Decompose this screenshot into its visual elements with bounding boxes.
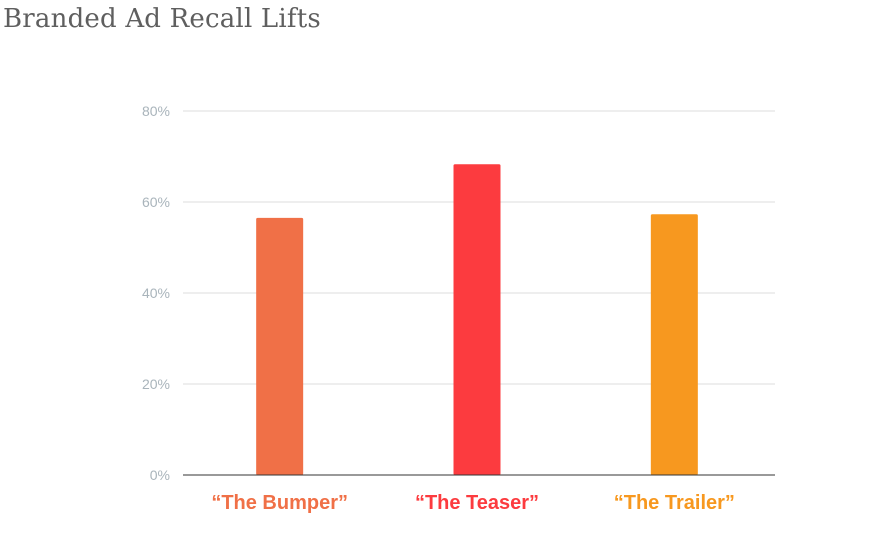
x-category-label: “The Trailer” bbox=[614, 492, 735, 514]
bars bbox=[256, 164, 698, 476]
bar bbox=[453, 164, 501, 476]
x-axis-labels: “The Bumper” “The Teaser” “The Trailer” bbox=[211, 492, 735, 514]
x-category-label: “The Bumper” bbox=[211, 492, 348, 514]
y-axis-ticks: 0% 20% 40% 60% 80% bbox=[142, 103, 170, 483]
x-category-label: “The Teaser” bbox=[415, 492, 539, 514]
chart-title: Branded Ad Recall Lifts bbox=[3, 4, 321, 34]
y-tick-label: 0% bbox=[150, 467, 170, 483]
y-tick-label: 80% bbox=[142, 103, 170, 119]
y-tick-label: 60% bbox=[142, 194, 170, 210]
bar bbox=[256, 217, 304, 476]
y-tick-label: 40% bbox=[142, 285, 170, 301]
y-tick-label: 20% bbox=[142, 376, 170, 392]
bar bbox=[650, 214, 698, 475]
